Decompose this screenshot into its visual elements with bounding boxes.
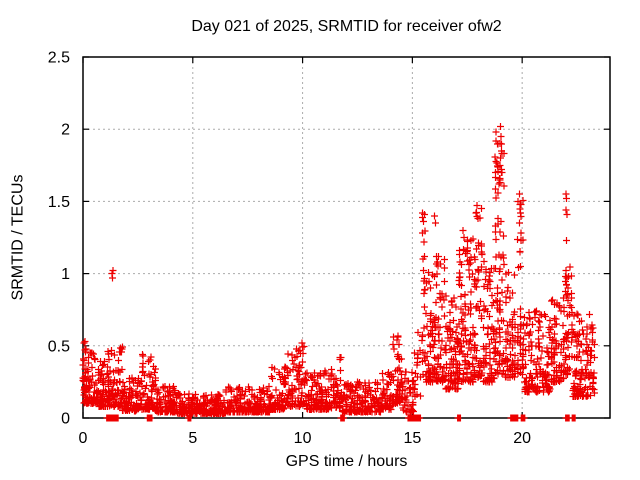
chart-title: Day 021 of 2025, SRMTID for receiver ofw… <box>191 18 502 35</box>
y-tick-label: 2 <box>61 122 70 139</box>
y-tick-label: 0.5 <box>48 338 70 355</box>
x-tick-label: 20 <box>513 430 531 447</box>
data-points <box>79 123 598 422</box>
x-tick-label: 5 <box>188 430 197 447</box>
x-tick-label: 10 <box>294 430 312 447</box>
y-tick-label: 1 <box>61 266 70 283</box>
x-tick-label: 15 <box>403 430 421 447</box>
y-tick-label: 2.5 <box>48 50 70 67</box>
x-tick-label: 0 <box>79 430 88 447</box>
y-tick-label: 0 <box>61 411 70 428</box>
y-tick-label: 1.5 <box>48 194 70 211</box>
x-axis-title: GPS time / hours <box>285 453 408 470</box>
